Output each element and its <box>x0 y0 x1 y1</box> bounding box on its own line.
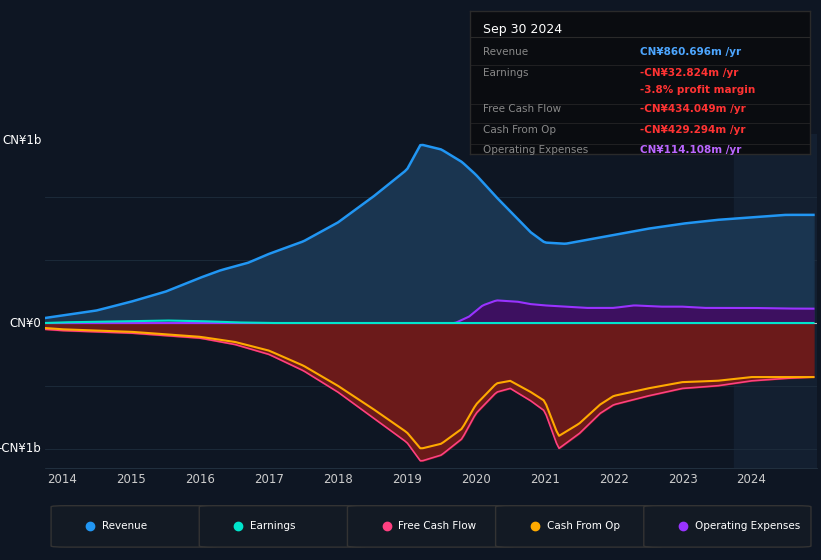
Text: Earnings: Earnings <box>484 68 529 78</box>
Text: CN¥114.108m /yr: CN¥114.108m /yr <box>640 146 741 156</box>
Text: Sep 30 2024: Sep 30 2024 <box>484 22 562 36</box>
Text: Free Cash Flow: Free Cash Flow <box>398 521 476 531</box>
Text: -CN¥1b: -CN¥1b <box>0 442 41 455</box>
FancyBboxPatch shape <box>496 506 663 547</box>
Text: Operating Expenses: Operating Expenses <box>695 521 800 531</box>
Text: Earnings: Earnings <box>250 521 296 531</box>
Text: Free Cash Flow: Free Cash Flow <box>484 104 562 114</box>
FancyBboxPatch shape <box>644 506 811 547</box>
Bar <box>734 134 820 468</box>
Text: CN¥860.696m /yr: CN¥860.696m /yr <box>640 47 741 57</box>
Text: CN¥1b: CN¥1b <box>2 134 41 147</box>
Text: -CN¥434.049m /yr: -CN¥434.049m /yr <box>640 104 745 114</box>
Text: Cash From Op: Cash From Op <box>547 521 620 531</box>
Text: Cash From Op: Cash From Op <box>484 125 557 136</box>
Text: -CN¥429.294m /yr: -CN¥429.294m /yr <box>640 125 745 136</box>
Text: Operating Expenses: Operating Expenses <box>484 146 589 156</box>
Text: CN¥0: CN¥0 <box>10 316 41 329</box>
FancyBboxPatch shape <box>51 506 218 547</box>
Text: Revenue: Revenue <box>484 47 529 57</box>
FancyBboxPatch shape <box>200 506 366 547</box>
Text: -3.8% profit margin: -3.8% profit margin <box>640 86 755 95</box>
FancyBboxPatch shape <box>347 506 515 547</box>
Text: -CN¥32.824m /yr: -CN¥32.824m /yr <box>640 68 738 78</box>
Text: Revenue: Revenue <box>102 521 147 531</box>
